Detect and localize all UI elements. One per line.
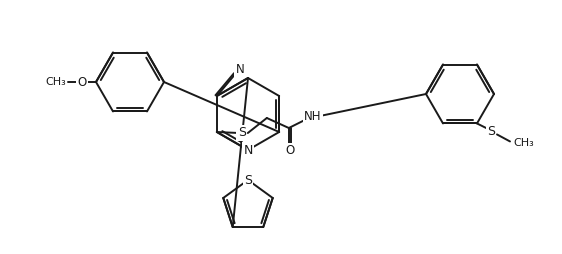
Text: O: O: [285, 145, 294, 157]
Text: O: O: [78, 75, 87, 88]
Text: N: N: [235, 63, 244, 76]
Text: N: N: [243, 144, 253, 156]
Text: S: S: [244, 173, 252, 186]
Text: S: S: [487, 125, 495, 138]
Text: CH₃: CH₃: [46, 77, 66, 87]
Text: NH: NH: [304, 109, 321, 122]
Text: S: S: [238, 126, 246, 139]
Text: CH₃: CH₃: [513, 138, 534, 148]
